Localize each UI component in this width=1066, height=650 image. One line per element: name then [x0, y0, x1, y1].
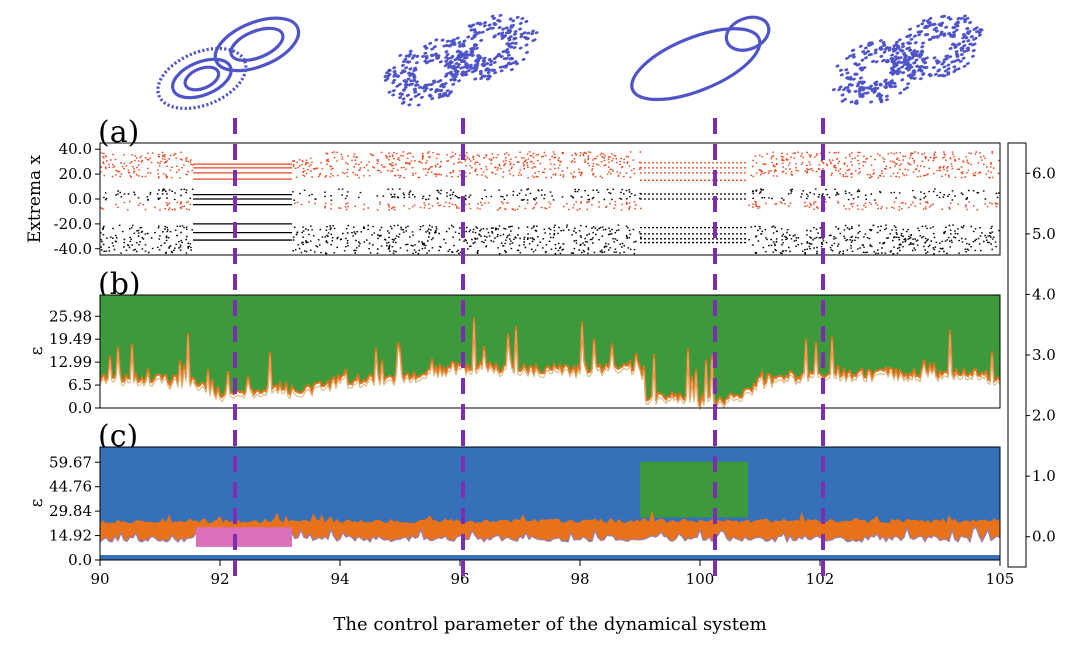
y-tick-label-2-0: 59.67: [49, 453, 92, 471]
panel-b-y-axis-label: ε: [27, 346, 47, 355]
x-tick-label-7: 105: [986, 570, 1015, 588]
colorbar-tick-label-6: 0.0: [1032, 528, 1056, 546]
attractor-points-1: [383, 13, 539, 107]
x-tick-label-4: 98: [570, 570, 589, 588]
attractor-hole-left-3: [862, 63, 888, 82]
y-tick-label-2-4: 0.0: [68, 551, 92, 569]
panel-b-y-ticks: 25.98 19.49 12.99 6.5 0.0: [49, 307, 100, 417]
panel-c-class4-block: [196, 527, 292, 547]
panel-a-y-ticks: 40.0 20.0 0.0 -20.0 -40.0: [54, 140, 100, 258]
y-tick-label-2-1: 44.76: [49, 478, 92, 496]
y-tick-label-1-0: 25.98: [49, 307, 92, 325]
y-tick-label-1-4: 0.0: [68, 399, 92, 417]
y-tick-label-1-2: 12.99: [49, 353, 92, 371]
panel-c-low-region: [100, 526, 1000, 556]
minima-points-chaotic-2: [748, 188, 1000, 255]
panel-c-class0-bottom: [100, 555, 1000, 560]
panel-c-class2-band: [100, 510, 1000, 541]
minima-points-chaotic-1: [292, 188, 642, 255]
x-tick-label-3: 96: [450, 570, 469, 588]
y-tick-label-1-1: 19.49: [49, 330, 92, 348]
y-tick-label-2-3: 14.92: [49, 527, 92, 545]
x-tick-label-2: 94: [330, 570, 349, 588]
colorbar-frame: [1007, 142, 1027, 568]
x-tick-label-6: 102: [806, 570, 835, 588]
colorbar-tick-label-3: 3.0: [1032, 346, 1056, 364]
colorbar: 6.0 5.0 4.0 3.0 2.0 1.0 0.0: [1007, 142, 1056, 568]
maxima-points-chaotic-0: [100, 151, 194, 211]
y-tick-label-0-0: 40.0: [59, 140, 92, 158]
attractor-loop-2-0: [630, 27, 762, 102]
attractor-hole-right-3: [924, 38, 950, 57]
panel-c-y-ticks: 59.67 44.76 29.84 14.92 0.0: [49, 453, 100, 569]
y-tick-label-1-3: 6.5: [68, 376, 92, 394]
colorbar-tick-label-5: 1.0: [1032, 467, 1056, 485]
panel-b-frame: [99, 294, 1001, 409]
maxima-points-chaotic-2: [748, 151, 1000, 211]
y-tick-label-0-2: 0.0: [68, 190, 92, 208]
panel-b-fill: [99, 295, 1001, 411]
attractor-chaotic-attractor-1: [383, 13, 539, 107]
y-tick-label-0-4: -40.0: [54, 240, 92, 258]
maxima-points-chaotic-1: [292, 151, 642, 211]
attractor-loop-0-2: [171, 57, 233, 100]
x-tick-label-1: 92: [210, 570, 229, 588]
attractor-insets: [156, 13, 984, 111]
attractor-periodic-attractor-2: [630, 15, 771, 102]
colorbar-tick-label-1: 5.0: [1032, 225, 1056, 243]
attractor-loop-0-0: [156, 46, 248, 111]
attractor-periodic-attractor-0: [156, 16, 301, 111]
colorbar-tick-label-0: 6.0: [1032, 164, 1056, 182]
y-tick-label-2-2: 29.84: [49, 502, 92, 520]
colorbar-tick-label-2: 4.0: [1032, 285, 1056, 303]
panel-c-y-axis-label: ε: [27, 498, 47, 507]
y-tick-label-0-3: -20.0: [54, 215, 92, 233]
attractor-loop-0-3: [229, 26, 285, 62]
x-tick-label-5: 100: [686, 570, 715, 588]
minima-points-chaotic-0: [100, 188, 194, 254]
panel-b-boundary: [99, 317, 1001, 409]
attractor-loop-0-4: [183, 65, 221, 92]
panel-b-boundary-shadow: [99, 321, 1001, 411]
x-axis-label: The control parameter of the dynamical s…: [333, 614, 766, 635]
attractor-points-3: [831, 14, 984, 105]
attractor-loop-0-1: [213, 16, 301, 73]
attractor-loop-2-inner: [724, 15, 771, 52]
x-axis: 90 92 94 96 98 100 102 105: [90, 560, 1014, 588]
colorbar-tick-label-4: 2.0: [1032, 407, 1056, 425]
attractor-hole-right-1: [478, 38, 504, 57]
panel-c-fill: [99, 447, 1001, 560]
attractor-chaotic-attractor-3: [831, 14, 984, 105]
panel-c-class1-block: [640, 461, 748, 518]
panel-a: (a) 40.0 20.0 0.0 -20.0 -40.0 Extrema x: [25, 115, 1001, 258]
panel-a-points: [100, 151, 1000, 255]
panel-a-y-axis-label: Extrema x: [25, 154, 45, 243]
panel-c-frame: [99, 446, 1001, 561]
y-tick-label-0-1: 20.0: [59, 165, 92, 183]
x-tick-label-0: 90: [90, 570, 109, 588]
panel-label-a: (a): [98, 115, 139, 150]
attractor-hole-left-1: [416, 63, 442, 82]
